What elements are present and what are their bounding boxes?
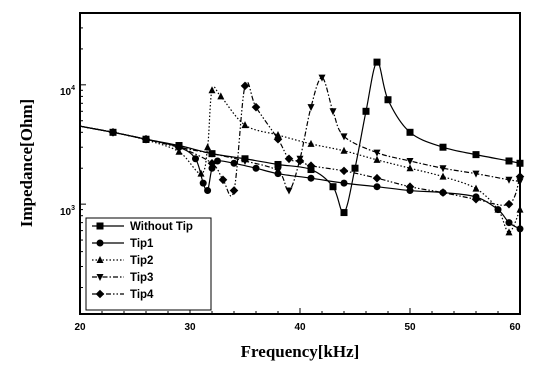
data-point <box>192 155 199 163</box>
legend-marker <box>96 274 104 281</box>
legend: Without Tip Tip1 Tip2 Tip3 Tip4 <box>85 217 212 311</box>
data-point <box>329 183 337 191</box>
data-point <box>307 139 315 147</box>
data-point <box>241 121 249 129</box>
data-point <box>199 179 207 187</box>
data-point <box>229 186 239 195</box>
legend-label: Tip1 <box>130 238 154 250</box>
data-point <box>516 205 524 213</box>
data-point <box>471 194 481 204</box>
data-point <box>339 166 349 176</box>
data-point <box>373 58 381 66</box>
data-point <box>372 173 382 183</box>
y-tick-label: 104 <box>60 85 75 98</box>
x-tick-label: 40 <box>294 322 306 333</box>
data-point <box>241 157 249 165</box>
data-point <box>208 150 216 158</box>
series-line-5 <box>79 81 521 206</box>
data-point <box>340 209 348 217</box>
data-point <box>208 86 216 94</box>
data-point <box>406 157 414 165</box>
data-point <box>274 130 282 138</box>
data-point <box>439 172 447 180</box>
data-point <box>295 156 305 166</box>
data-point <box>108 128 118 137</box>
data-point <box>351 164 359 172</box>
data-point <box>373 149 381 157</box>
y-tick-label: 103 <box>60 205 75 218</box>
data-point <box>217 92 225 100</box>
data-point <box>516 178 524 186</box>
data-point <box>329 108 337 116</box>
data-point <box>204 187 212 195</box>
data-point <box>252 164 260 172</box>
legend-box <box>85 217 212 311</box>
data-point <box>373 183 381 191</box>
data-point <box>505 157 513 165</box>
data-point <box>438 188 448 197</box>
data-point <box>285 187 293 195</box>
data-point <box>373 155 381 163</box>
legend-label: Tip3 <box>130 272 153 284</box>
data-point <box>204 143 212 151</box>
data-point <box>516 225 524 233</box>
data-point <box>274 167 282 175</box>
data-point <box>515 172 525 181</box>
data-point <box>516 159 524 167</box>
data-point <box>214 157 221 165</box>
x-tick-label: 20 <box>74 322 86 333</box>
data-point <box>406 128 414 136</box>
data-point <box>273 134 283 144</box>
data-point <box>274 160 282 168</box>
legend-marker <box>96 256 104 263</box>
data-point <box>174 142 184 152</box>
data-point <box>207 158 217 168</box>
data-point <box>405 182 415 192</box>
data-point <box>340 133 348 141</box>
data-point <box>318 74 326 82</box>
data-point <box>504 199 514 209</box>
x-tick-label: 30 <box>184 322 196 333</box>
data-point <box>406 164 414 172</box>
data-point <box>439 165 447 173</box>
data-point <box>306 161 316 170</box>
data-point <box>472 151 480 159</box>
data-point <box>494 205 502 213</box>
data-point <box>340 146 348 154</box>
data-point <box>284 154 294 164</box>
data-point <box>208 164 216 172</box>
data-point <box>505 228 513 236</box>
x-tick-label: 60 <box>509 322 521 333</box>
data-point <box>141 134 151 144</box>
data-point <box>197 169 205 177</box>
x-tick-label: 50 <box>404 322 416 333</box>
data-point <box>307 174 315 182</box>
data-point <box>240 81 250 91</box>
data-point <box>472 184 480 192</box>
data-point <box>218 175 228 185</box>
legend-label: Tip2 <box>130 255 153 267</box>
legend-marker <box>96 239 104 247</box>
data-point <box>251 102 261 112</box>
data-point <box>362 107 370 115</box>
data-point <box>340 179 348 187</box>
legend-label: Without Tip <box>130 221 193 233</box>
legend-label: Tip4 <box>130 289 154 301</box>
y-axis-title: Impedance[Ohm] <box>17 99 36 227</box>
data-point <box>472 170 480 178</box>
data-point <box>230 159 238 167</box>
data-point <box>307 104 315 112</box>
data-point <box>505 176 513 184</box>
data-point <box>384 96 392 104</box>
data-point <box>439 143 447 151</box>
legend-marker <box>95 289 105 299</box>
x-axis-title: Frequency[kHz] <box>241 342 360 361</box>
data-point <box>505 219 513 227</box>
legend-marker <box>96 222 104 230</box>
